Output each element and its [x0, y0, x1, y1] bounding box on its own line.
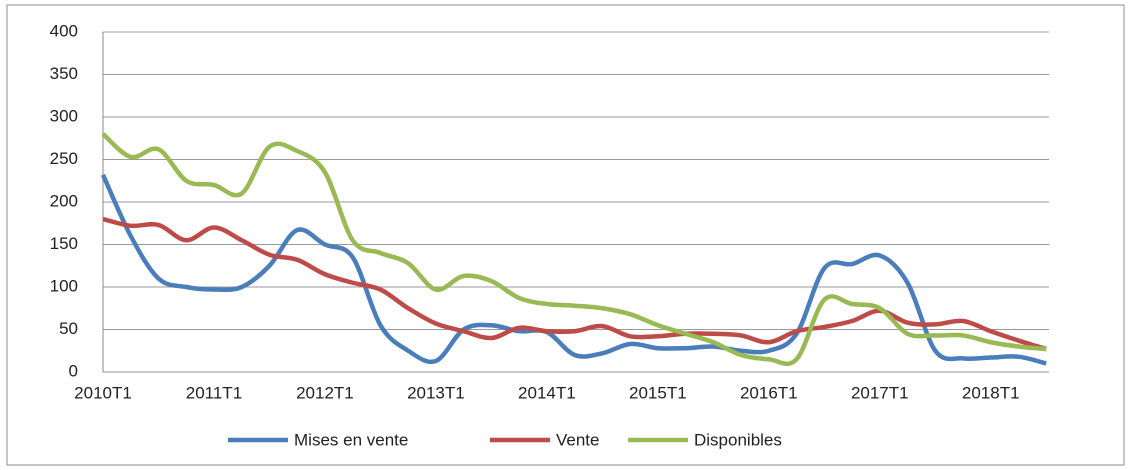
y-tick-label: 200 — [50, 191, 78, 210]
y-tick-label: 400 — [50, 21, 78, 40]
x-tick-label: 2012T1 — [296, 383, 354, 402]
x-tick-label: 2010T1 — [74, 383, 132, 402]
y-tick-label: 300 — [50, 106, 78, 125]
x-tick-label: 2016T1 — [740, 383, 798, 402]
legend-label: Disponibles — [694, 430, 782, 449]
x-tick-label: 2011T1 — [186, 383, 242, 402]
y-tick-label: 350 — [50, 64, 78, 83]
series-line — [101, 132, 1047, 367]
x-tick-label: 2018T1 — [962, 383, 1020, 402]
chart-border — [6, 4, 1125, 466]
series-line — [100, 173, 1047, 366]
y-tick-label: 150 — [50, 234, 78, 253]
legend-label: Mises en vente — [294, 430, 408, 449]
y-tick-label: 0 — [69, 361, 78, 380]
x-tick-label: 2014T1 — [518, 383, 576, 402]
y-tick-label: 50 — [59, 319, 78, 338]
legend-label: Vente — [556, 430, 600, 449]
y-tick-label: 100 — [50, 276, 78, 295]
x-tick-label: 2013T1 — [407, 383, 465, 402]
x-tick-label: 2015T1 — [629, 383, 687, 402]
x-tick-label: 2017T1 — [851, 383, 909, 402]
y-tick-label: 250 — [50, 149, 78, 168]
